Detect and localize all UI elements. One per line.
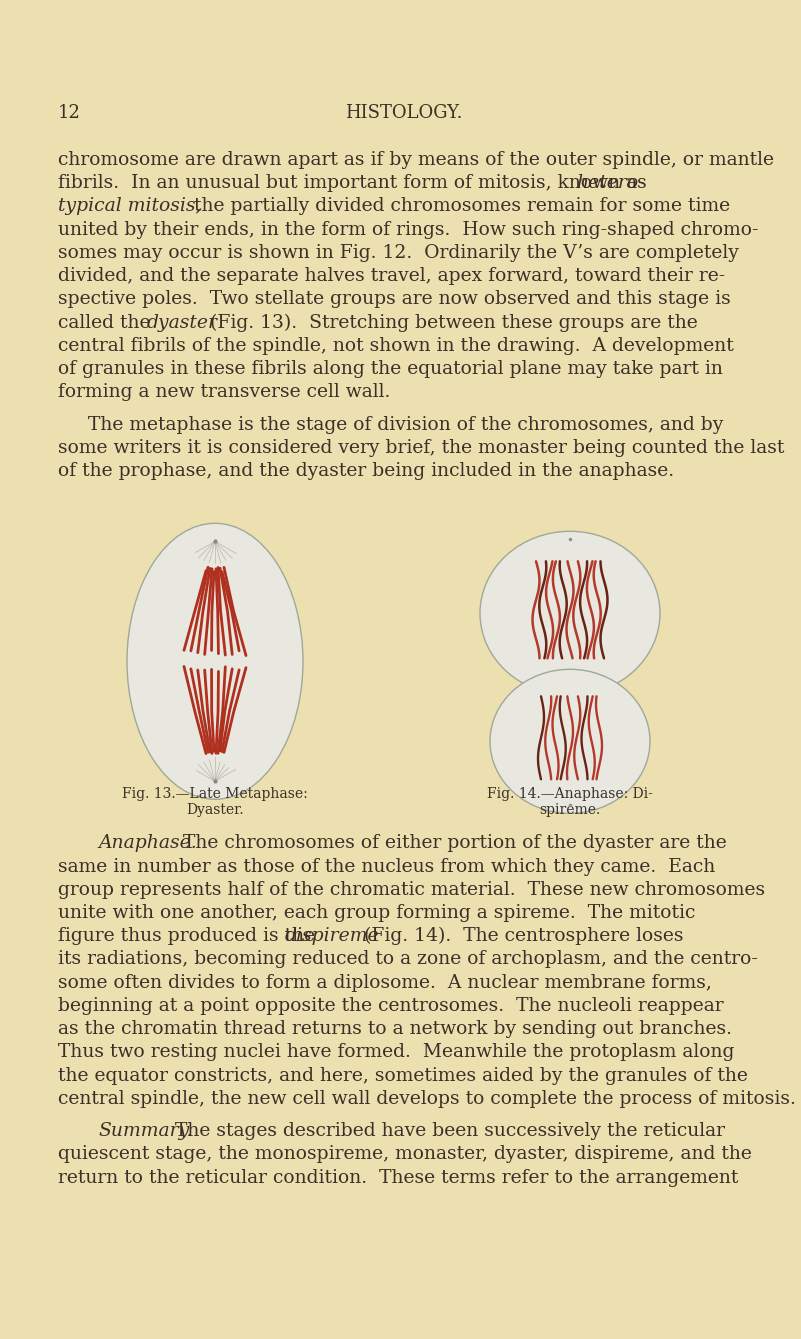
Ellipse shape (127, 524, 303, 799)
Text: Thus two resting nuclei have formed.  Meanwhile the protoplasm along: Thus two resting nuclei have formed. Mea… (58, 1043, 735, 1062)
Text: The metaphase is the stage of division of the chromosomes, and by: The metaphase is the stage of division o… (58, 415, 723, 434)
Text: dispireme: dispireme (285, 927, 380, 945)
Text: its radiations, becoming reduced to a zone of archoplasm, and the centro-: its radiations, becoming reduced to a zo… (58, 951, 758, 968)
Text: Summary.: Summary. (99, 1122, 193, 1141)
Text: HISTOLOGY.: HISTOLOGY. (345, 104, 463, 122)
Text: central fibrils of the spindle, not shown in the drawing.  A development: central fibrils of the spindle, not show… (58, 337, 734, 355)
Text: beginning at a point opposite the centrosomes.  The nucleoli reappear: beginning at a point opposite the centro… (58, 996, 723, 1015)
Text: unite with one another, each group forming a spireme.  The mitotic: unite with one another, each group formi… (58, 904, 695, 923)
Text: the partially divided chromosomes remain for some time: the partially divided chromosomes remain… (187, 197, 730, 216)
Text: central spindle, the new cell wall develops to complete the process of mitosis.: central spindle, the new cell wall devel… (58, 1090, 796, 1107)
Text: chromosome are drawn apart as if by means of the outer spindle, or mantle: chromosome are drawn apart as if by mean… (58, 151, 774, 169)
Text: 12: 12 (58, 104, 81, 122)
Text: same in number as those of the nucleus from which they came.  Each: same in number as those of the nucleus f… (58, 857, 715, 876)
Text: (Fig. 14).  The centrosphere loses: (Fig. 14). The centrosphere loses (358, 927, 683, 945)
Text: fibrils.  In an unusual but important form of mitosis, known as: fibrils. In an unusual but important for… (58, 174, 653, 193)
Text: united by their ends, in the form of rings.  How such ring-shaped chromo-: united by their ends, in the form of rin… (58, 221, 759, 238)
Text: The chromosomes of either portion of the dyaster are the: The chromosomes of either portion of the… (171, 834, 727, 853)
Text: as the chromatin thread returns to a network by sending out branches.: as the chromatin thread returns to a net… (58, 1020, 732, 1038)
Text: return to the reticular condition.  These terms refer to the arrangement: return to the reticular condition. These… (58, 1169, 739, 1186)
Text: quiescent stage, the monospireme, monaster, dyaster, dispireme, and the: quiescent stage, the monospireme, monast… (58, 1145, 752, 1164)
FancyBboxPatch shape (534, 679, 606, 715)
Text: some often divides to form a diplosome.  A nuclear membrane forms,: some often divides to form a diplosome. … (58, 973, 712, 992)
Ellipse shape (480, 532, 660, 695)
Text: spective poles.  Two stellate groups are now observed and this stage is: spective poles. Two stellate groups are … (58, 291, 731, 308)
Text: the equator constricts, and here, sometimes aided by the granules of the: the equator constricts, and here, someti… (58, 1066, 748, 1085)
Ellipse shape (490, 670, 650, 813)
Text: forming a new transverse cell wall.: forming a new transverse cell wall. (58, 383, 390, 402)
Text: (Fig. 13).  Stretching between these groups are the: (Fig. 13). Stretching between these grou… (203, 313, 698, 332)
Text: Anaphase.: Anaphase. (99, 834, 197, 853)
Text: hetero-: hetero- (577, 174, 645, 193)
Text: dyaster: dyaster (147, 313, 218, 332)
Text: figure thus produced is the: figure thus produced is the (58, 927, 321, 945)
Text: somes may occur is shown in Fig. 12.  Ordinarily the V’s are completely: somes may occur is shown in Fig. 12. Ord… (58, 244, 739, 262)
Text: spireme.: spireme. (539, 803, 601, 817)
Text: Fig. 14.—Anaphase: Di-: Fig. 14.—Anaphase: Di- (487, 787, 653, 801)
Text: The stages described have been successively the reticular: The stages described have been successiv… (163, 1122, 725, 1141)
Text: some writers it is considered very brief, the monaster being counted the last: some writers it is considered very brief… (58, 439, 784, 457)
Text: of granules in these fibrils along the equatorial plane may take part in: of granules in these fibrils along the e… (58, 360, 723, 378)
Text: called the: called the (58, 313, 156, 332)
Text: typical mitosis,: typical mitosis, (58, 197, 202, 216)
Text: Dyaster.: Dyaster. (186, 803, 244, 817)
Text: group represents half of the chromatic material.  These new chromosomes: group represents half of the chromatic m… (58, 881, 765, 898)
Text: Fig. 13.—Late Metaphase:: Fig. 13.—Late Metaphase: (122, 787, 308, 801)
Text: of the prophase, and the dyaster being included in the anaphase.: of the prophase, and the dyaster being i… (58, 462, 674, 481)
Text: divided, and the separate halves travel, apex forward, toward their re-: divided, and the separate halves travel,… (58, 266, 725, 285)
